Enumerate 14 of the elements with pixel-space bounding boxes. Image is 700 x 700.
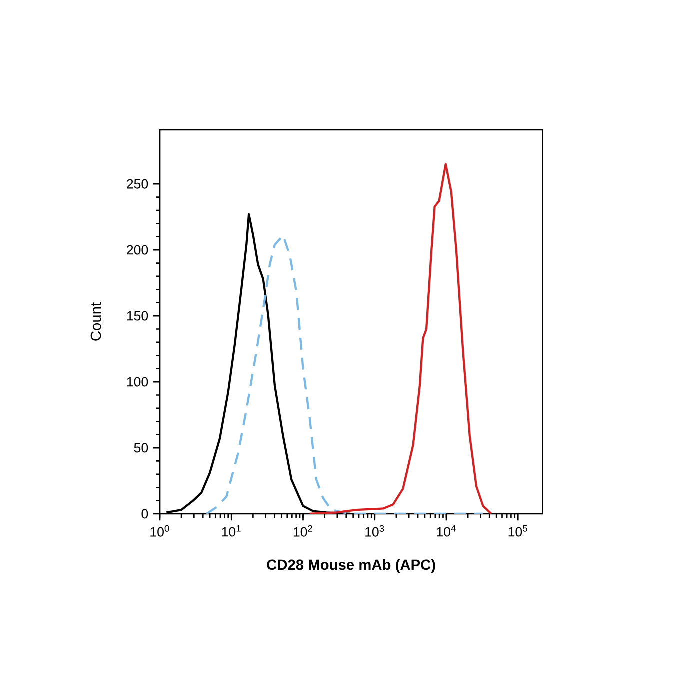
y-axis-title: Count: [90, 302, 102, 341]
y-tick-label: 100: [127, 377, 148, 387]
x-tick-label: 10$^{3}$: [366, 525, 384, 537]
x-tick-label: 10$^{5}$: [508, 525, 528, 537]
y-tick-label: 50: [134, 443, 148, 453]
x-tick-label: 10$^{4}$: [437, 525, 456, 537]
x-tick-label: 10$^{0}$: [150, 525, 170, 537]
x-tick-label: 10$^{1}$: [222, 525, 241, 537]
y-tick-label: 200: [127, 245, 148, 255]
y-tick-label: 150: [127, 311, 148, 321]
x-axis-title: CD28 Mouse mAb (APC): [267, 559, 436, 574]
x-tick-label: 10$^{2}$: [294, 525, 312, 537]
y-tick-label: 0: [142, 509, 148, 519]
y-tick-label: 250: [127, 179, 148, 189]
